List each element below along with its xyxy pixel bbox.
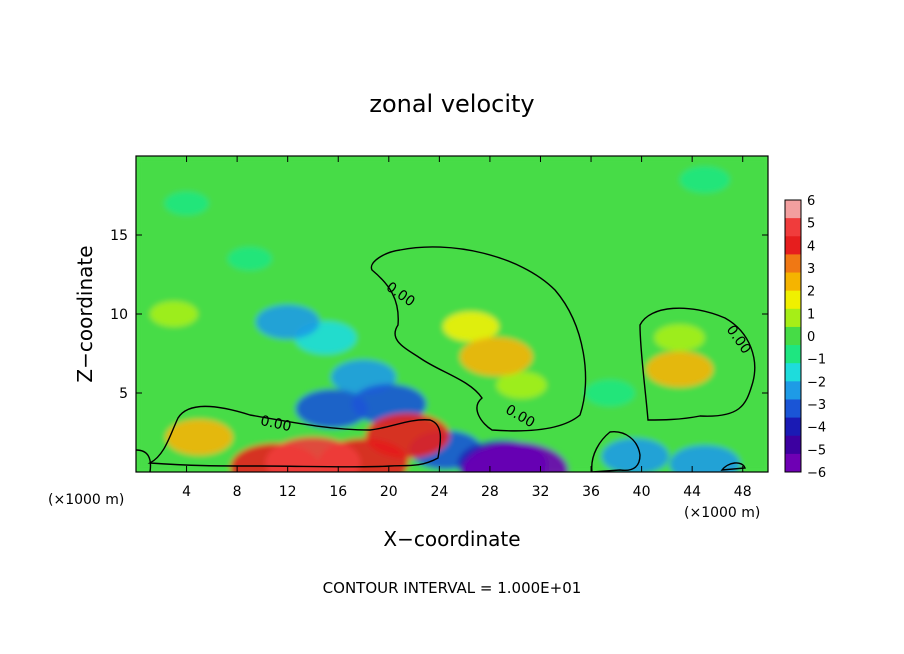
contour-line-3 xyxy=(591,431,641,472)
field-feature-13 xyxy=(601,438,669,472)
colorbar-swatch-3 xyxy=(785,254,801,274)
colorbar: 6 5 4 3 2 1 0 −1 −2 −3 −4 −5 −6 xyxy=(784,194,826,481)
field-feature-1 xyxy=(164,191,209,216)
colorbar-label-1: 5 xyxy=(807,217,815,232)
colorbar-swatch-9 xyxy=(785,363,801,382)
contour-line-1 xyxy=(639,307,756,421)
field-feature-4 xyxy=(654,324,705,352)
x-tick-label-28: 28 xyxy=(481,484,499,500)
y-tick-label-15: 15 xyxy=(110,228,128,244)
colorbar-swatch-8 xyxy=(785,345,801,364)
field-feature-15 xyxy=(459,337,533,377)
field-feature-5 xyxy=(584,379,636,407)
x-tick-label-8: 8 xyxy=(233,484,242,500)
x-tick-label-12: 12 xyxy=(279,484,297,500)
field-feature-23 xyxy=(265,437,361,472)
colorbar-swatch-1 xyxy=(785,218,801,237)
contour-line-5 xyxy=(136,449,152,472)
colorbar-swatch-5 xyxy=(785,290,801,310)
field-feature-12 xyxy=(165,419,233,456)
x-axis: 4 8 12 16 20 24 28 32 36 40 44 48 xyxy=(182,156,752,500)
contour-line-4 xyxy=(720,462,746,471)
colorbar-swatch-0 xyxy=(785,200,801,219)
contour-line-2 xyxy=(147,405,442,468)
colorbar-label-7: −1 xyxy=(807,353,826,368)
contour-label-2: 0.00 xyxy=(259,413,293,435)
x-axis-label: X−coordinate xyxy=(383,527,520,551)
colorbar-label-8: −2 xyxy=(807,375,826,390)
field-feature-0 xyxy=(227,246,273,271)
colorbar-label-11: −5 xyxy=(807,443,826,458)
colorbar-label-5: 1 xyxy=(807,307,815,322)
colorbar-swatch-2 xyxy=(785,236,801,255)
field-feature-11 xyxy=(645,351,714,388)
x-tick-label-44: 44 xyxy=(683,484,701,500)
field-feature-14 xyxy=(669,445,741,472)
contour-interval-note: CONTOUR INTERVAL = 1.000E+01 xyxy=(323,579,582,597)
x-unit-left: (×1000 m) xyxy=(48,492,124,508)
field-feature-6 xyxy=(679,166,730,194)
colorbar-label-3: 3 xyxy=(807,262,815,277)
colorbar-label-10: −4 xyxy=(807,421,826,436)
colorbar-swatch-10 xyxy=(785,381,801,400)
colorbar-swatch-13 xyxy=(785,435,801,455)
chart-title: zonal velocity xyxy=(369,90,534,118)
x-tick-label-40: 40 xyxy=(633,484,651,500)
colorbar-swatch-14 xyxy=(785,453,801,473)
colorbar-label-2: 4 xyxy=(807,239,815,254)
x-tick-label-4: 4 xyxy=(182,484,191,500)
x-tick-label-16: 16 xyxy=(329,484,347,500)
colorbar-label-4: 2 xyxy=(807,285,815,300)
field-background xyxy=(136,156,768,472)
field-feature-2 xyxy=(149,301,198,327)
x-tick-label-36: 36 xyxy=(582,484,600,500)
x-tick-label-24: 24 xyxy=(430,484,448,500)
colorbar-swatch-6 xyxy=(785,308,801,328)
colorbar-label-6: 0 xyxy=(807,330,815,345)
x-tick-label-20: 20 xyxy=(380,484,398,500)
colorbar-label-0: 6 xyxy=(807,194,815,209)
field-feature-7 xyxy=(442,311,499,342)
y-axis: 5 10 15 xyxy=(110,228,768,402)
colorbar-swatch-12 xyxy=(785,417,801,437)
colorbar-label-9: −3 xyxy=(807,398,826,413)
colorbar-frame xyxy=(784,199,802,473)
y-tick-label-10: 10 xyxy=(110,307,128,323)
colorbar-swatch-11 xyxy=(785,399,801,419)
heatmap-field xyxy=(136,156,768,472)
y-tick-label-5: 5 xyxy=(119,386,128,402)
plot-area: 0.000.000.000.00 xyxy=(135,155,769,473)
x-tick-label-48: 48 xyxy=(734,484,752,500)
field-feature-16 xyxy=(295,389,369,429)
x-unit-right: (×1000 m) xyxy=(684,505,760,521)
field-feature-24 xyxy=(462,441,569,472)
field-feature-3 xyxy=(496,371,547,399)
colorbar-swatch-4 xyxy=(785,272,801,292)
contour-line-0 xyxy=(370,246,587,432)
colorbar-swatch-7 xyxy=(785,326,801,346)
field-feature-9 xyxy=(255,304,320,339)
x-tick-label-32: 32 xyxy=(532,484,550,500)
colorbar-label-12: −6 xyxy=(807,466,826,481)
y-axis-label: Z−coordinate xyxy=(73,245,97,382)
